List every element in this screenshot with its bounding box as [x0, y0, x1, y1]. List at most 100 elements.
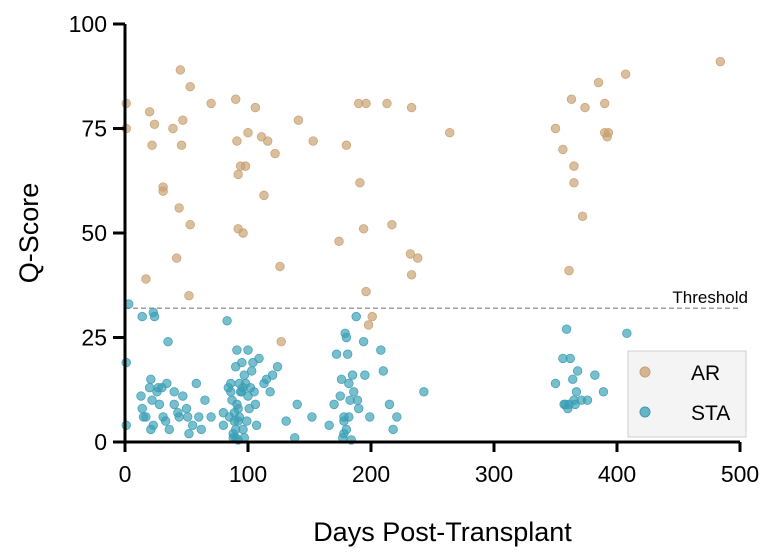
point-ar-64: [621, 70, 630, 79]
point-ar-20: [234, 170, 243, 179]
point-sta-134: [591, 371, 600, 380]
point-ar-39: [359, 225, 368, 234]
point-ar-42: [364, 321, 373, 330]
x-tick-label-0: 0: [119, 461, 132, 487]
point-sta-106: [349, 388, 358, 397]
point-sta-98: [342, 333, 351, 342]
point-ar-9: [172, 254, 181, 263]
point-sta-133: [583, 396, 592, 405]
x-axis-title: Days Post-Transplant: [313, 517, 572, 547]
legend-label-sta: STA: [691, 402, 730, 425]
point-sta-105: [348, 371, 357, 380]
point-ar-59: [594, 78, 603, 87]
point-sta-136: [623, 329, 632, 338]
point-sta-115: [385, 400, 394, 409]
x-tick-label-5: 500: [721, 461, 759, 487]
point-sta-40: [223, 316, 232, 325]
point-sta-31: [185, 429, 194, 438]
point-ar-13: [179, 116, 188, 125]
point-sta-24: [170, 400, 179, 409]
point-sta-3: [137, 392, 146, 401]
point-sta-113: [377, 346, 386, 355]
point-sta-61: [238, 358, 247, 367]
point-ar-56: [570, 179, 579, 188]
threshold-layer: Threshold: [125, 288, 748, 308]
point-ar-18: [231, 95, 240, 104]
point-sta-99: [342, 425, 351, 434]
point-sta-116: [389, 425, 398, 434]
point-sta-4: [138, 404, 147, 413]
point-ar-19: [233, 137, 242, 146]
y-tick-label-2: 50: [81, 220, 107, 246]
point-ar-41: [362, 99, 371, 108]
y-tick-label-3: 75: [81, 116, 107, 142]
point-ar-10: [175, 204, 184, 213]
point-sta-39: [219, 421, 228, 430]
point-sta-107: [352, 312, 361, 321]
point-sta-131: [573, 367, 582, 376]
legend: AR STA: [628, 351, 746, 437]
point-ar-51: [551, 124, 560, 133]
point-sta-25: [170, 388, 179, 397]
point-ar-48: [407, 103, 416, 112]
point-sta-43: [226, 388, 235, 397]
point-ar-43: [368, 312, 377, 321]
point-ar-14: [185, 291, 194, 300]
point-sta-119: [551, 379, 560, 388]
point-ar-5: [150, 120, 159, 129]
point-sta-29: [182, 404, 191, 413]
point-sta-11: [149, 421, 158, 430]
point-sta-55: [234, 404, 243, 413]
point-ar-30: [271, 149, 280, 158]
y-tick-label-0: 0: [94, 429, 107, 455]
point-sta-68: [242, 417, 251, 426]
point-ar-61: [600, 99, 609, 108]
point-sta-20: [161, 417, 170, 426]
point-sta-117: [393, 413, 402, 422]
point-ar-4: [148, 141, 157, 150]
x-tick-label-2: 200: [352, 461, 390, 487]
point-sta-77: [252, 421, 261, 430]
point-ar-35: [335, 237, 344, 246]
point-sta-7: [142, 413, 151, 422]
point-sta-44: [226, 379, 235, 388]
point-ar-33: [294, 116, 303, 125]
point-ar-23: [239, 229, 248, 238]
point-sta-69: [244, 346, 253, 355]
point-ar-49: [413, 254, 422, 263]
point-sta-73: [247, 367, 256, 376]
point-sta-110: [359, 337, 368, 346]
point-sta-78: [255, 354, 264, 363]
point-sta-30: [183, 413, 192, 422]
point-sta-89: [330, 400, 339, 409]
point-ar-55: [570, 162, 579, 171]
point-ar-57: [578, 212, 587, 221]
point-ar-65: [716, 57, 725, 66]
point-sta-32: [188, 421, 197, 430]
y-axis-title: Q-Score: [14, 183, 44, 284]
point-ar-45: [388, 220, 397, 229]
point-ar-32: [277, 337, 286, 346]
point-sta-90: [332, 350, 341, 359]
point-sta-22: [164, 337, 173, 346]
x-tick-label-3: 300: [475, 461, 513, 487]
point-ar-52: [559, 145, 568, 154]
point-ar-58: [581, 103, 590, 112]
point-sta-34: [195, 413, 204, 422]
point-sta-17: [155, 400, 164, 409]
point-sta-6: [138, 312, 147, 321]
point-sta-87: [308, 413, 317, 422]
point-ar-24: [241, 162, 250, 171]
point-ar-28: [260, 191, 269, 200]
legend-marker-sta: [640, 407, 650, 417]
point-ar-47: [407, 271, 416, 280]
point-sta-75: [250, 388, 259, 397]
point-sta-118: [420, 388, 429, 397]
point-ar-3: [145, 107, 154, 116]
point-ar-7: [159, 187, 168, 196]
y-tick-label-1: 25: [81, 325, 107, 351]
point-sta-91: [336, 392, 345, 401]
point-sta-14: [150, 312, 159, 321]
point-sta-76: [251, 400, 260, 409]
